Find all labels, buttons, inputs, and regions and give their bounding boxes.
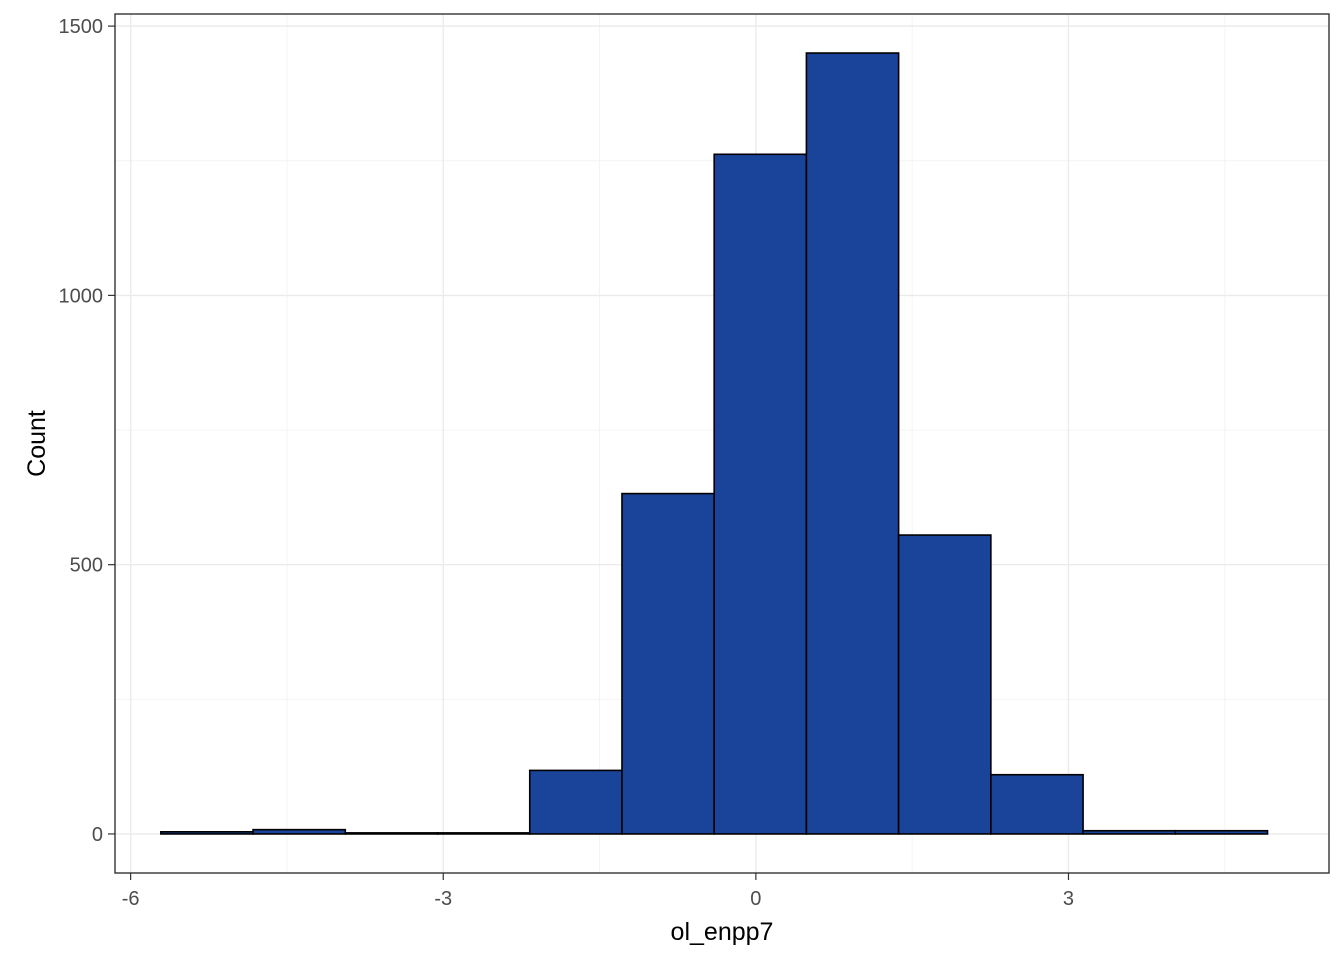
x-axis: -6 -3 0 3 bbox=[122, 873, 1074, 910]
y-tick-label: 500 bbox=[70, 555, 103, 577]
histogram-bar bbox=[621, 492, 715, 835]
histogram-bar bbox=[1174, 829, 1269, 835]
x-tick-label: -3 bbox=[434, 888, 452, 910]
histogram-bar bbox=[713, 153, 808, 835]
x-tick-label: -6 bbox=[122, 888, 140, 910]
histogram-bar bbox=[252, 828, 347, 835]
y-tick-label: 0 bbox=[92, 824, 103, 846]
x-tick-label: 3 bbox=[1063, 888, 1074, 910]
histogram-bar bbox=[160, 831, 254, 835]
y-axis-title: Count bbox=[23, 410, 51, 477]
y-tick-label: 1000 bbox=[59, 285, 104, 307]
y-tick-label: 1500 bbox=[59, 16, 104, 38]
histogram-bar bbox=[990, 773, 1084, 835]
histogram-bar bbox=[1082, 829, 1177, 835]
panel-border bbox=[114, 13, 1330, 874]
x-axis-title: ol_enpp7 bbox=[671, 918, 774, 946]
histogram-bar bbox=[528, 769, 623, 835]
bars bbox=[160, 52, 1269, 835]
histogram-bar bbox=[344, 832, 439, 835]
histogram-bar bbox=[436, 832, 531, 835]
y-axis: 0 500 1000 1500 bbox=[59, 16, 115, 846]
histogram-bar bbox=[897, 534, 992, 835]
x-tick-label: 0 bbox=[750, 888, 761, 910]
histogram-bar bbox=[805, 52, 900, 835]
